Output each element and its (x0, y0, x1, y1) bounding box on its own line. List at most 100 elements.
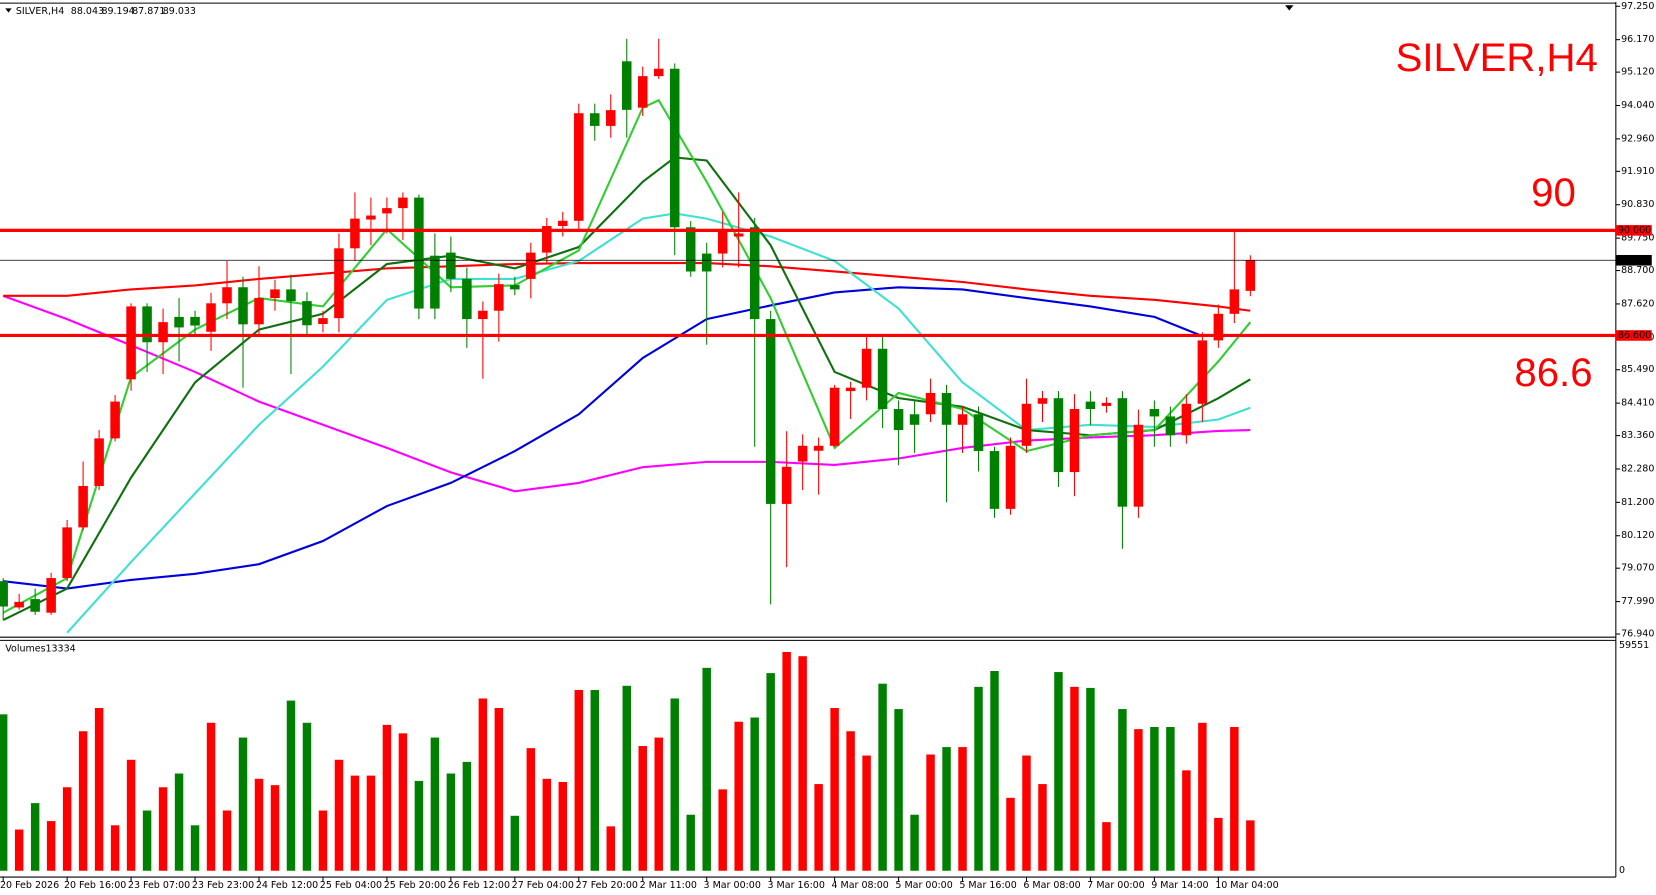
candle-body (813, 445, 824, 451)
volume-bar (46, 821, 56, 871)
candle-body (206, 303, 216, 332)
x-tick-label: 9 Mar 14:00 (1151, 880, 1208, 891)
candle-body (0, 581, 8, 607)
candle-body (765, 319, 776, 504)
volume-bar (1230, 727, 1239, 871)
candle-body (478, 310, 488, 320)
volume-bar (878, 683, 887, 871)
volume-bar (718, 789, 727, 871)
volume-bar (30, 803, 40, 871)
candle-body (254, 298, 264, 325)
candle-body (1181, 403, 1192, 436)
candle-body (861, 348, 872, 388)
volume-bar (1102, 822, 1111, 871)
y-tick-label: 87.620 (1621, 298, 1654, 309)
candle-body (222, 287, 232, 304)
volume-bar (494, 707, 504, 871)
x-tick-label: 26 Feb 12:00 (448, 880, 510, 891)
x-tick-label: 3 Mar 16:00 (767, 880, 824, 891)
candle-body (334, 248, 344, 319)
volume-bar (510, 815, 520, 871)
volume-bar (446, 773, 456, 871)
volume-bar (366, 775, 376, 871)
y-tick-label: 82.280 (1621, 463, 1654, 474)
candle-body (749, 227, 760, 320)
y-tick-label: 89.750 (1621, 233, 1654, 244)
candle-body (797, 445, 808, 462)
candle-body (238, 287, 248, 325)
volume-title: Volumes (5, 643, 45, 654)
y-tick-label: 76.940 (1621, 629, 1654, 640)
moving-average (3, 262, 1251, 312)
y-tick-label: 92.960 (1621, 133, 1654, 144)
volume-bar (958, 747, 967, 871)
volume-bar (158, 787, 168, 871)
x-tick-label: 5 Mar 16:00 (959, 880, 1016, 891)
volume-bar (302, 722, 312, 871)
volume-bar (590, 690, 600, 871)
volume-bar (174, 773, 184, 871)
candle-body (30, 599, 40, 612)
volume-bar (0, 714, 8, 871)
volume-bar (62, 787, 72, 871)
candle-body (1149, 409, 1160, 417)
volume-bar (750, 717, 759, 871)
candle-body (542, 226, 552, 253)
candle-body (14, 601, 24, 608)
volume-bar (654, 737, 663, 871)
volume-bar (238, 737, 248, 871)
moving-average (2, 294, 1251, 493)
volume-bar (1070, 686, 1079, 871)
candle-body (653, 68, 664, 77)
volume-bar (894, 709, 903, 871)
candle-body (973, 414, 984, 452)
volume-bar (350, 775, 360, 871)
moving-average (3, 286, 1203, 590)
header-low: 87.871 (132, 6, 165, 17)
symbol-title: SILVER,H4 (1396, 35, 1598, 80)
volume-bar (606, 826, 615, 871)
x-tick-label: 25 Feb 20:00 (384, 880, 446, 891)
volume-bar (334, 759, 344, 871)
volume-bar (862, 755, 871, 871)
y-tick-label: 81.200 (1621, 497, 1654, 508)
candle-body (1005, 445, 1016, 509)
y-tick-label: 94.040 (1621, 100, 1654, 111)
candle-body (1053, 398, 1064, 473)
x-tick-label: 20 Feb 16:00 (64, 880, 126, 891)
volume-bar (526, 748, 536, 871)
candle-body (110, 401, 120, 439)
volume-bar (670, 698, 679, 871)
candle-body (941, 392, 952, 425)
volume-bar (782, 651, 791, 871)
y-tick-label: 84.410 (1621, 398, 1654, 409)
header-symbol: SILVER,H4 (16, 6, 64, 17)
candle-body (606, 110, 616, 126)
candle-body (286, 289, 296, 302)
x-tick-label: 23 Feb 23:00 (192, 880, 254, 891)
candle-body (318, 318, 328, 325)
candle-body (1229, 289, 1240, 314)
x-tick-label: 3 Mar 00:00 (704, 880, 761, 891)
candle-body (1117, 398, 1128, 507)
volume-bar (814, 784, 823, 871)
x-tick-label: 7 Mar 00:00 (1087, 880, 1144, 891)
volume-bar (1166, 727, 1175, 871)
header-high: 89.194 (101, 6, 134, 17)
volume-bar (222, 810, 232, 871)
candle-body (621, 61, 632, 110)
menu-icon (5, 8, 12, 13)
x-tick-label: 10 Mar 04:00 (1215, 880, 1278, 891)
volume-bar (462, 761, 472, 871)
volume-bar (1054, 672, 1063, 871)
candle-body (877, 348, 888, 410)
candle-body (174, 316, 184, 328)
candle-body (1021, 403, 1032, 446)
volume-bar (1118, 709, 1127, 871)
candle-body (62, 527, 72, 579)
volume-bar (398, 733, 408, 871)
volume-bar (926, 754, 935, 871)
volume-bar (78, 731, 88, 871)
